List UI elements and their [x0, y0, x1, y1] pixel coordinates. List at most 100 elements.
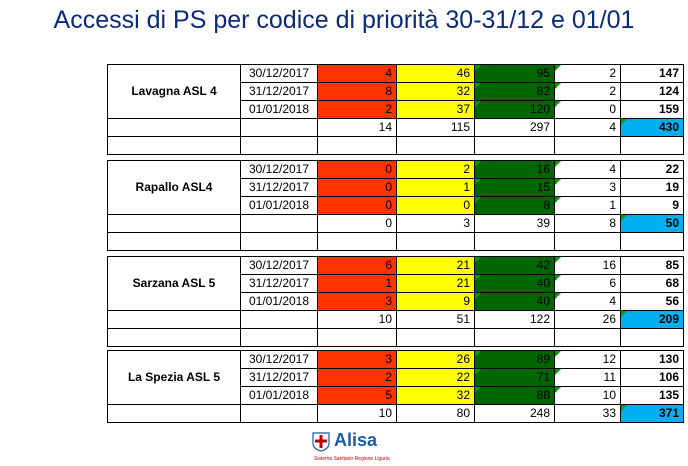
white-code-cell: 6	[554, 274, 621, 293]
empty-cell	[396, 136, 475, 155]
white-code-cell: 0	[554, 100, 621, 119]
sum-row: 0 3 39 8 50	[107, 214, 684, 233]
table-row: 31/12/2017 2 22 71 11 106	[108, 368, 684, 387]
hospital-table: La Spezia ASL 5 30/12/2017 3 26 89 12 130 31/12…	[107, 350, 684, 423]
yellow-code-cell: 9	[396, 292, 475, 311]
yellow-code-cell: 46	[396, 64, 475, 83]
table-row: 01/01/2018 5 32 88 10 135	[108, 386, 684, 405]
hospital-name: Lavagna ASL 4	[107, 64, 241, 119]
empty-cell	[107, 328, 241, 347]
empty-cell	[620, 136, 684, 155]
yellow-code-cell: 32	[396, 386, 475, 405]
spacer-row	[107, 232, 684, 251]
red-code-cell: 2	[317, 100, 397, 119]
white-code-cell: 4	[554, 292, 621, 311]
date-cell: 30/12/2017	[240, 350, 318, 369]
white-code-cell: 1	[554, 196, 621, 215]
sum-white-cell: 33	[554, 404, 621, 423]
empty-cell	[620, 328, 684, 347]
white-code-cell: 3	[554, 178, 621, 197]
hospital-table: Sarzana ASL 5 30/12/2017 6 21 42 16 85 31/12/20…	[107, 256, 684, 347]
page-title: Accessi di PS per codice di priorità 30-…	[53, 6, 635, 34]
sum-white-cell: 26	[554, 310, 621, 329]
green-code-cell: 95	[474, 64, 555, 83]
date-cell: 01/01/2018	[240, 100, 318, 119]
total-cell: 19	[620, 178, 684, 197]
green-code-cell: 88	[474, 386, 555, 405]
table-row: Rapallo ASL4 30/12/2017 0 2 16 4 22	[107, 160, 684, 215]
yellow-code-cell: 2	[396, 160, 475, 179]
sum-red-cell: 14	[317, 118, 397, 137]
empty-cell	[240, 118, 318, 137]
empty-cell	[107, 136, 241, 155]
table-row: Lavagna ASL 4 30/12/2017 4 46 95 2 147	[107, 64, 684, 119]
date-cell: 31/12/2017	[240, 274, 318, 293]
green-code-cell: 120	[474, 100, 555, 119]
sum-row: 14 115 297 4 430	[107, 118, 684, 137]
empty-cell	[554, 232, 621, 251]
total-cell: 130	[620, 350, 684, 369]
hospital-name: La Spezia ASL 5	[107, 350, 241, 405]
sum-yellow-cell: 115	[396, 118, 475, 137]
hospital-table: Rapallo ASL4 30/12/2017 0 2 16 4 22 31/12/2017 0…	[107, 160, 684, 251]
spacer-row	[107, 328, 684, 347]
empty-cell	[240, 404, 318, 423]
empty-cell	[107, 310, 241, 329]
sum-total-cell: 430	[620, 118, 684, 137]
logo-name: Alisa	[334, 430, 378, 450]
spacer-row	[107, 136, 684, 155]
red-code-cell: 5	[317, 386, 397, 405]
green-code-cell: 15	[474, 178, 555, 197]
red-code-cell: 6	[317, 256, 397, 275]
empty-cell	[107, 214, 241, 233]
sum-row: 10 80 248 33 371	[107, 404, 684, 423]
yellow-code-cell: 22	[396, 368, 475, 387]
yellow-code-cell: 21	[396, 274, 475, 293]
total-cell: 68	[620, 274, 684, 293]
total-cell: 22	[620, 160, 684, 179]
empty-cell	[240, 136, 318, 155]
white-code-cell: 2	[554, 64, 621, 83]
hospital-name: Rapallo ASL4	[107, 160, 241, 215]
white-code-cell: 16	[554, 256, 621, 275]
empty-cell	[396, 232, 475, 251]
table-row: 31/12/2017 0 1 15 3 19	[108, 178, 684, 197]
yellow-code-cell: 37	[396, 100, 475, 119]
empty-cell	[240, 310, 318, 329]
date-cell: 01/01/2018	[240, 196, 318, 215]
table-row: 01/01/2018 0 0 8 1 9	[108, 196, 684, 215]
sum-yellow-cell: 51	[396, 310, 475, 329]
red-code-cell: 0	[317, 178, 397, 197]
date-cell: 30/12/2017	[240, 160, 318, 179]
yellow-code-cell: 21	[396, 256, 475, 275]
sum-row: 10 51 122 26 209	[107, 310, 684, 329]
date-cell: 31/12/2017	[240, 178, 318, 197]
empty-cell	[107, 118, 241, 137]
green-code-cell: 42	[474, 256, 555, 275]
empty-cell	[474, 232, 555, 251]
sum-green-cell: 297	[474, 118, 555, 137]
total-cell: 135	[620, 386, 684, 405]
sum-green-cell: 248	[474, 404, 555, 423]
date-cell: 01/01/2018	[240, 292, 318, 311]
yellow-code-cell: 0	[396, 196, 475, 215]
green-code-cell: 40	[474, 292, 555, 311]
red-code-cell: 8	[317, 82, 397, 101]
green-code-cell: 82	[474, 82, 555, 101]
empty-cell	[474, 136, 555, 155]
date-cell: 31/12/2017	[240, 368, 318, 387]
empty-cell	[474, 328, 555, 347]
table-row: 01/01/2018 3 9 40 4 56	[108, 292, 684, 311]
total-cell: 124	[620, 82, 684, 101]
total-cell: 85	[620, 256, 684, 275]
empty-cell	[620, 232, 684, 251]
sum-red-cell: 10	[317, 310, 397, 329]
table-row: La Spezia ASL 5 30/12/2017 3 26 89 12 130	[107, 350, 684, 405]
empty-cell	[396, 328, 475, 347]
hospital-name: Sarzana ASL 5	[107, 256, 241, 311]
total-cell: 56	[620, 292, 684, 311]
white-code-cell: 2	[554, 82, 621, 101]
logo-subtitle: Sistema Sanitario Regione Liguria	[314, 456, 390, 462]
date-cell: 30/12/2017	[240, 256, 318, 275]
empty-cell	[554, 136, 621, 155]
